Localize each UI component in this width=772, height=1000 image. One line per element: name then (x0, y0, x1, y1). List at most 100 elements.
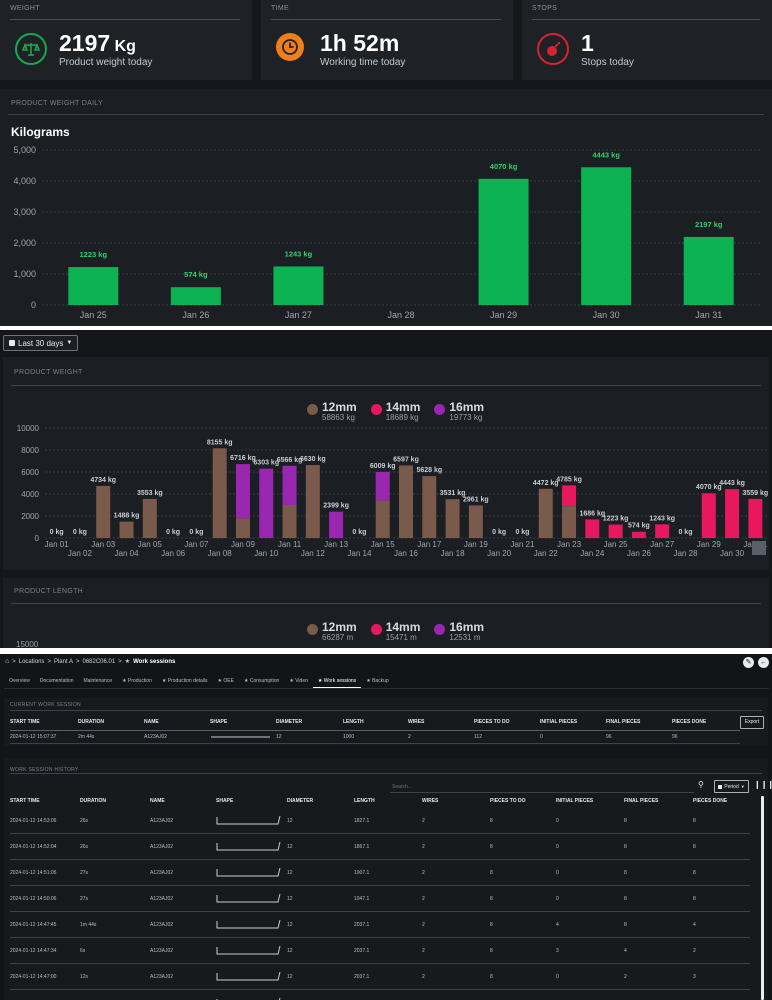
bar-segment-12mm[interactable] (282, 505, 297, 538)
bar-segment-12mm[interactable] (399, 465, 413, 538)
breadcrumb-machine[interactable]: 0682C06.01 (82, 658, 116, 665)
current-session-row[interactable]: 2024-01-12 15:07:37 2m 44s A123AJ02 12 1000 2… (10, 732, 740, 742)
tab-documentation[interactable]: Documentation (39, 678, 74, 684)
column-header[interactable]: DURATION (78, 719, 105, 725)
back-icon[interactable]: ← (758, 657, 769, 668)
x-tick-label: Jan 26 (182, 310, 209, 320)
tab-video[interactable]: ★ Video (289, 678, 308, 684)
bar-segment-14mm[interactable] (562, 485, 577, 507)
bar-segment-16mm[interactable] (329, 511, 344, 538)
export-button[interactable]: Export (740, 716, 764, 729)
legend-item-16mm[interactable]: 16mm 19773 kg (434, 401, 484, 423)
column-header[interactable]: DIAMETER (276, 719, 303, 725)
columns-icon[interactable]: ❙❙❙ (754, 780, 772, 789)
table-row[interactable]: 2024-01-12 14:53:06 26s A123AJ02 12 1827.1 2 8… (10, 808, 750, 834)
bar-segment-12mm[interactable] (96, 485, 111, 538)
column-header[interactable]: START TIME (10, 798, 40, 804)
bar-segment-12mm[interactable] (119, 521, 134, 538)
bar-segment-12mm[interactable] (235, 518, 250, 538)
column-header[interactable]: PIECES DONE (672, 719, 707, 725)
bar-segment-12mm[interactable] (212, 448, 227, 538)
table-row[interactable]: 2024-01-12 14:47:34 6s A123AJ02 12 2037.1 2 8 3… (10, 938, 750, 964)
bar-segment-14mm[interactable] (655, 524, 670, 538)
chart-scrollbar-handle[interactable] (752, 541, 766, 555)
bar-segment-14mm[interactable] (748, 498, 763, 538)
tab-consumption[interactable]: ★ Consumption (243, 678, 280, 684)
column-header[interactable]: NAME (144, 719, 159, 725)
tab-overview[interactable]: Overview (9, 678, 30, 684)
bar-segment-12mm[interactable] (562, 506, 577, 538)
column-header[interactable]: LENGTH (354, 798, 375, 804)
home-icon[interactable]: ⌂ (5, 658, 10, 665)
data-label: 1243 kg (285, 249, 313, 258)
column-header[interactable]: INITIAL PIECES (556, 798, 594, 804)
bar-segment-12mm[interactable] (375, 500, 390, 538)
table-row[interactable]: 2024-01-12 14:47:00 12s A123AJ02 12 2037.1 2 8… (10, 964, 750, 990)
bar-segment-14mm[interactable] (585, 519, 600, 538)
column-header[interactable]: NAME (150, 798, 165, 804)
column-header[interactable]: SHAPE (210, 719, 228, 725)
edit-icon[interactable]: ✎ (743, 657, 754, 668)
column-header[interactable]: WIRES (408, 719, 425, 725)
tab-work-sessions[interactable]: ★ Work sessions (312, 675, 362, 688)
bar-segment-12mm[interactable] (305, 465, 320, 538)
bar-segment-14mm[interactable] (701, 493, 716, 538)
breadcrumb-plant[interactable]: Plant A (53, 658, 73, 665)
period-dropdown[interactable]: Period ▼ (714, 780, 749, 793)
bar-segment-14mm[interactable] (631, 531, 646, 538)
tab-oee[interactable]: ★ OEE (217, 678, 234, 684)
bar-segment-14mm[interactable] (725, 489, 740, 538)
bar-segment-16mm[interactable] (259, 468, 274, 538)
bar[interactable] (683, 236, 734, 305)
tab-production-details[interactable]: ★ Production details (161, 678, 208, 684)
legend-item-14mm[interactable]: 14mm 15471 m (370, 621, 420, 643)
column-header[interactable]: WIRES (422, 798, 439, 804)
bar-segment-14mm[interactable] (608, 524, 623, 538)
bar-segment-12mm[interactable] (422, 476, 437, 538)
breadcrumb-locations[interactable]: Locations (18, 658, 45, 665)
column-header[interactable]: SHAPE (216, 798, 234, 804)
legend-item-14mm[interactable]: 14mm 18689 kg (370, 401, 420, 423)
tab-maintenance[interactable]: Maintenance (83, 678, 113, 684)
tab-production[interactable]: ★ Production (122, 678, 152, 684)
column-header[interactable]: DIAMETER (287, 798, 314, 804)
bar[interactable] (478, 178, 529, 305)
data-label: 2399 kg (323, 503, 349, 510)
column-header[interactable]: PIECES TO DO (474, 719, 510, 725)
table-row[interactable]: 2024-01-12 14:50:06 27s A123AJ02 12 1947.1 2 8… (10, 886, 750, 912)
table-row[interactable]: 2024-01-12 14:22:444m 36sSH0457193612161… (10, 990, 750, 1000)
table-row[interactable]: 2024-01-12 14:47:45 1m 44s A123AJ02 12 2037.… (10, 912, 750, 938)
column-header[interactable]: LENGTH (343, 719, 364, 725)
column-header[interactable]: PIECES DONE (693, 798, 728, 804)
column-header[interactable]: FINAL PIECES (624, 798, 659, 804)
bar-segment-12mm[interactable] (142, 498, 157, 538)
bar-segment-12mm[interactable] (445, 499, 460, 538)
column-header[interactable]: DURATION (80, 798, 107, 804)
bar-segment-12mm[interactable] (538, 488, 553, 538)
search-icon[interactable]: ⚲ (698, 780, 704, 789)
column-header[interactable]: PIECES TO DO (490, 798, 526, 804)
bar[interactable] (581, 167, 632, 305)
bar[interactable] (68, 267, 119, 305)
table-row[interactable]: 2024-01-12 14:51:05 27s A123AJ02 12 1907.1 2 8… (10, 860, 750, 886)
legend-item-12mm[interactable]: 12mm 58863 kg (307, 401, 357, 423)
column-header[interactable]: FINAL PIECES (606, 719, 641, 725)
x-tick-label: Jan 27 (285, 310, 312, 320)
bar-segment-16mm[interactable] (235, 464, 250, 519)
history-scrollbar[interactable] (761, 796, 764, 1000)
bar-segment-12mm[interactable] (468, 505, 483, 538)
bar[interactable] (170, 287, 221, 305)
shape-preview (216, 893, 281, 903)
column-header[interactable]: INITIAL PIECES (540, 719, 578, 725)
search-input[interactable] (390, 782, 694, 793)
column-header[interactable]: START TIME (10, 719, 40, 725)
bar-segment-16mm[interactable] (375, 471, 390, 501)
table-row[interactable]: 2024-01-12 14:52:04 26s A123AJ02 12 1867.1 2 8… (10, 834, 750, 860)
bar[interactable] (273, 266, 324, 305)
bar-segment-16mm[interactable] (282, 465, 297, 505)
tab-backup[interactable]: ★ Backup (366, 678, 389, 684)
x-tick-label: Jan 27 (650, 540, 675, 549)
last-30-days-button[interactable]: Last 30 days ▼ (3, 335, 79, 351)
legend-item-12mm[interactable]: 12mm 66287 m (307, 621, 357, 643)
legend-item-16mm[interactable]: 16mm 12531 m (434, 621, 484, 643)
